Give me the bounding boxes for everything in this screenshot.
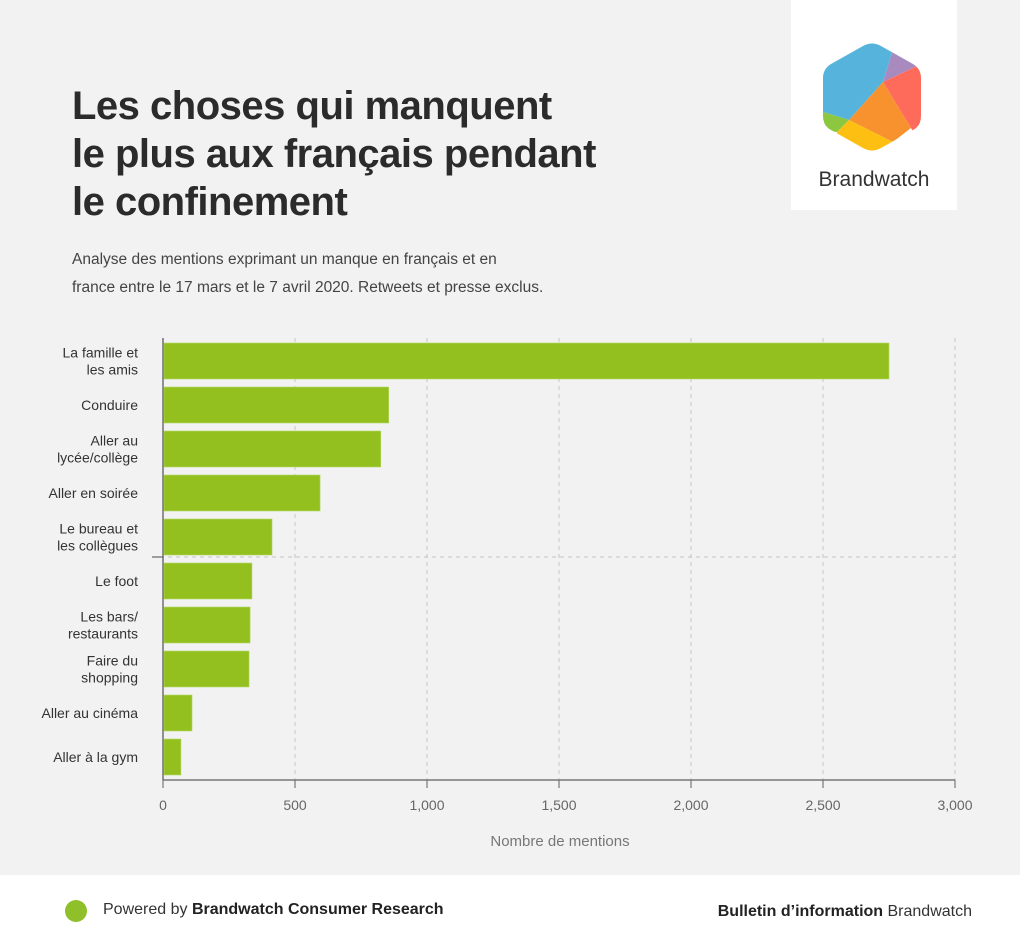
bar bbox=[163, 518, 273, 556]
bar bbox=[163, 738, 182, 776]
powered-by-prefix: Powered by bbox=[103, 901, 192, 918]
logo-segment-orange bbox=[849, 82, 911, 142]
brandwatch-logo-text: Brandwatch bbox=[818, 168, 930, 191]
bulletin-link[interactable]: Bulletin d’information Brandwatch bbox=[718, 903, 972, 921]
page-title: Les choses qui manquent le plus aux fran… bbox=[72, 82, 672, 226]
bulletin-label: Bulletin d’information bbox=[717, 903, 884, 920]
subtitle: Analyse des mentions exprimant un manque… bbox=[72, 246, 632, 302]
title-line-2: le plus aux français pendant bbox=[72, 132, 596, 176]
x-tick-label: 0 bbox=[159, 797, 167, 813]
brand-dot-icon bbox=[65, 900, 87, 922]
x-tick-label: 2,000 bbox=[673, 797, 708, 813]
y-tick-label: Aller en soirée bbox=[49, 485, 139, 501]
chart-gridlines bbox=[152, 338, 956, 780]
title-line-1: Les choses qui manquent bbox=[72, 84, 552, 128]
x-tick-label: 1,000 bbox=[409, 797, 444, 813]
y-tick-label: Le foot bbox=[95, 573, 138, 589]
x-axis-title: Nombre de mentions bbox=[490, 833, 629, 850]
y-tick-label: Aller au bbox=[91, 433, 138, 449]
y-tick-label: Faire du bbox=[87, 653, 138, 669]
y-tick-label: les collègues bbox=[57, 538, 138, 554]
chart-x-axis: 0 500 1,000 1,500 2,000 2,500 3,000 bbox=[159, 338, 973, 813]
y-tick-label: Le bureau et bbox=[59, 521, 138, 537]
bar bbox=[163, 474, 321, 512]
y-tick-label: restaurants bbox=[68, 626, 138, 642]
y-tick-label: Aller au cinéma bbox=[42, 705, 139, 721]
bulletin-brand: Brandwatch bbox=[883, 903, 973, 920]
x-tick-label: 500 bbox=[283, 797, 307, 813]
bar bbox=[163, 430, 382, 468]
y-tick-label: les amis bbox=[87, 362, 138, 378]
bar bbox=[163, 606, 251, 644]
x-tick-label: 2,500 bbox=[805, 797, 840, 813]
y-tick-label: Conduire bbox=[81, 397, 138, 413]
powered-by-brand: Brandwatch Consumer Research bbox=[191, 901, 444, 918]
subtitle-line-1: Analyse des mentions exprimant un manque… bbox=[72, 251, 497, 268]
chart-bars bbox=[163, 342, 890, 776]
bar bbox=[163, 386, 390, 424]
bar bbox=[163, 562, 253, 600]
y-tick-label: Les bars/ bbox=[80, 609, 138, 625]
powered-by-text: Powered by Brandwatch Consumer Research bbox=[103, 901, 444, 919]
y-tick-label: lycée/collège bbox=[57, 450, 138, 466]
y-tick-label: La famille et bbox=[63, 345, 139, 361]
x-tick-label: 3,000 bbox=[937, 797, 972, 813]
bar bbox=[163, 694, 193, 732]
title-line-3: le confinement bbox=[72, 180, 348, 224]
brandwatch-logo-card: Brandwatch bbox=[791, 0, 957, 210]
brandwatch-hexagon-logo-icon bbox=[823, 43, 921, 151]
y-tick-label: shopping bbox=[81, 670, 138, 686]
footer: Powered by Brandwatch Consumer Research … bbox=[0, 875, 1020, 952]
bar bbox=[163, 342, 890, 380]
subtitle-line-2: france entre le 17 mars et le 7 avril 20… bbox=[72, 279, 544, 296]
bar bbox=[163, 650, 250, 688]
y-tick-label: Aller à la gym bbox=[53, 749, 138, 765]
x-tick-label: 1,500 bbox=[541, 797, 576, 813]
